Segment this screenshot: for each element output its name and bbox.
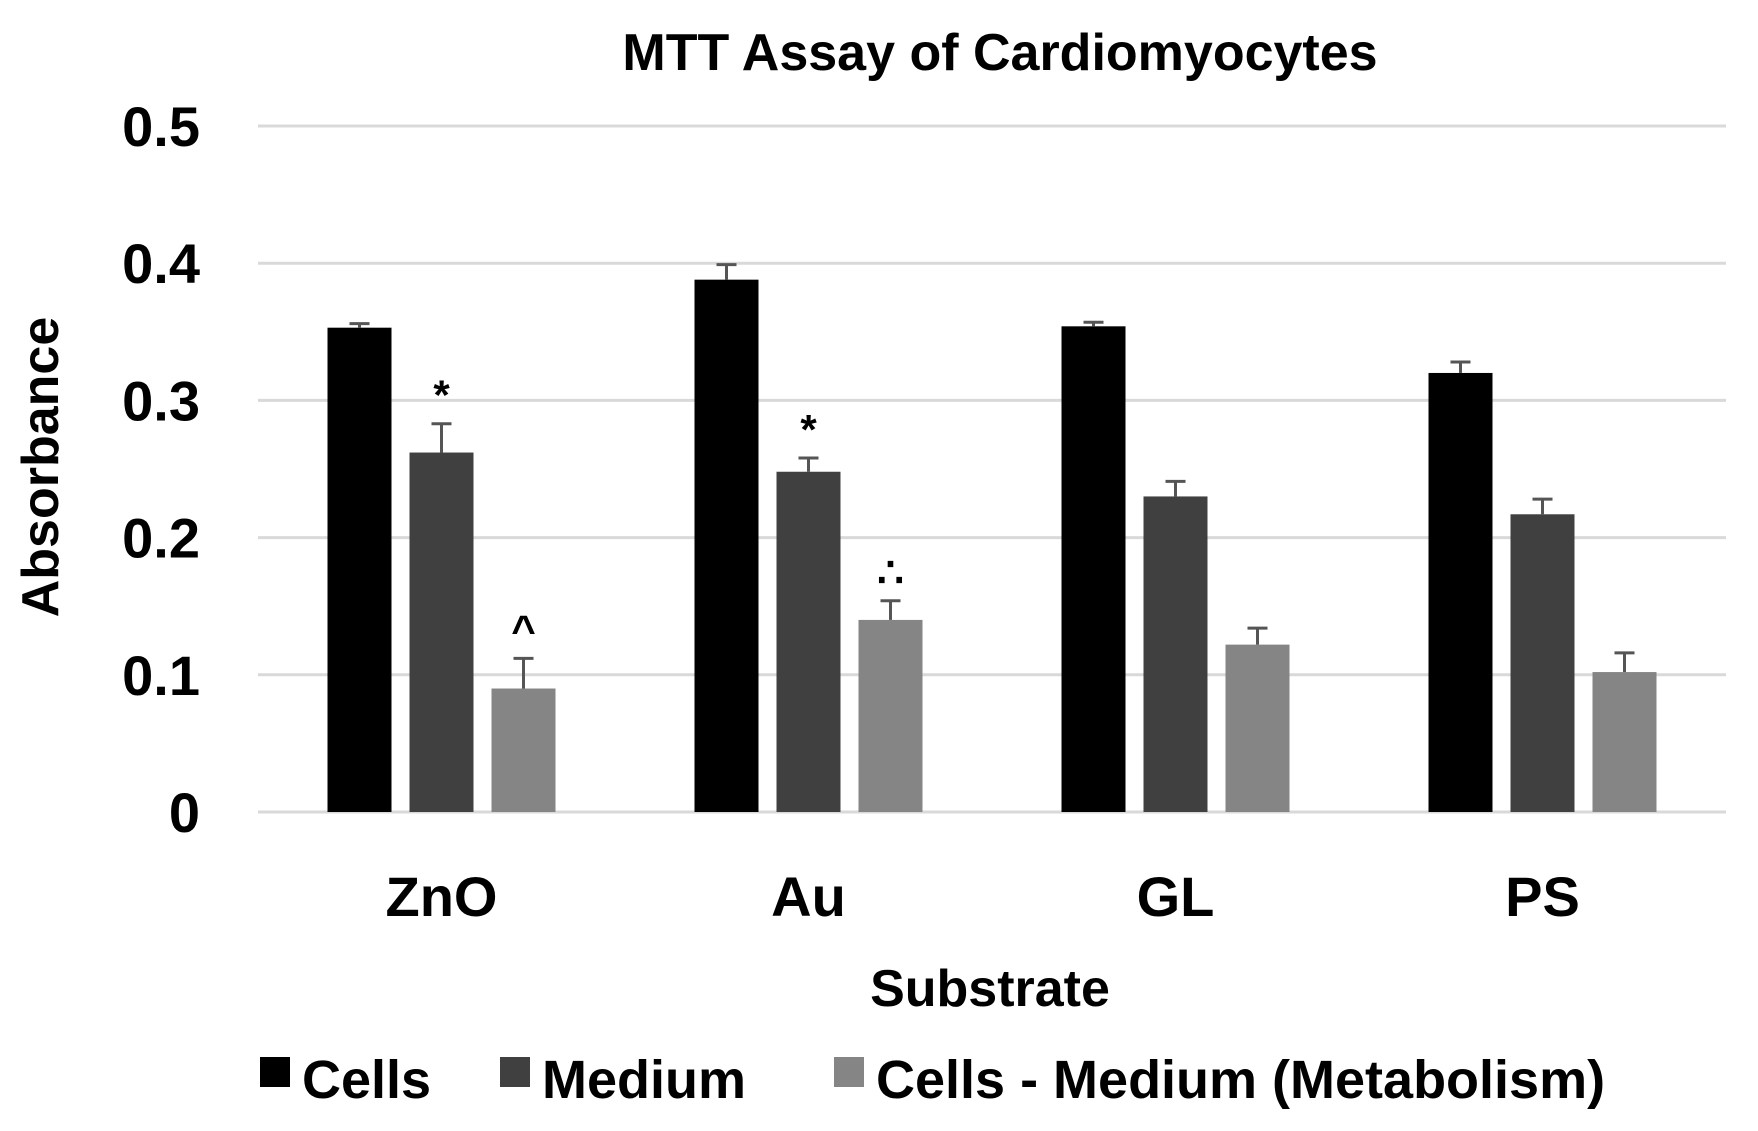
significance-marker: ^ bbox=[511, 606, 536, 653]
y-tick-label: 0.2 bbox=[122, 507, 200, 570]
legend-swatch bbox=[260, 1057, 290, 1087]
error-bars bbox=[349, 263, 1635, 689]
legend-swatch bbox=[834, 1057, 864, 1087]
bar-gl-1 bbox=[1143, 496, 1208, 812]
y-tick-label: 0.5 bbox=[122, 95, 200, 158]
y-tick-label: 0.4 bbox=[122, 232, 200, 295]
significance-marker: * bbox=[433, 372, 450, 419]
bar-ps-0 bbox=[1428, 372, 1493, 812]
x-category-label: Au bbox=[771, 865, 846, 928]
y-tick-label: 0.3 bbox=[122, 369, 200, 432]
bar-zno-0 bbox=[327, 327, 392, 812]
y-axis-ticks: 0 0.1 0.2 0.3 0.4 0.5 bbox=[122, 95, 200, 844]
bar-au-0 bbox=[694, 279, 759, 812]
legend: Cells Medium Cells - Medium (Metabolism) bbox=[260, 1050, 1605, 1110]
x-axis-title: Substrate bbox=[870, 960, 1110, 1018]
category-labels: ZnO Au GL PS bbox=[386, 865, 1580, 928]
bar-au-2 bbox=[858, 619, 923, 812]
x-category-label: PS bbox=[1505, 865, 1580, 928]
legend-label: Medium bbox=[542, 1050, 746, 1110]
x-category-label: GL bbox=[1137, 865, 1215, 928]
legend-label: Cells - Medium (Metabolism) bbox=[876, 1050, 1605, 1110]
bar-gl-0 bbox=[1061, 326, 1126, 812]
bar-ps-2 bbox=[1592, 672, 1657, 812]
bar-au-1 bbox=[776, 471, 841, 812]
legend-swatch bbox=[500, 1057, 530, 1087]
bar-zno-1 bbox=[409, 452, 474, 812]
y-axis-title: Absorbance bbox=[12, 317, 70, 618]
y-tick-label: 0 bbox=[169, 781, 200, 844]
chart-title: MTT Assay of Cardiomyocytes bbox=[622, 24, 1377, 82]
significance-marker: ∴ bbox=[877, 549, 904, 596]
annotations: * * ^ ∴ bbox=[433, 372, 904, 654]
bar-zno-2 bbox=[491, 688, 556, 812]
bar-gl-2 bbox=[1225, 644, 1290, 812]
legend-label: Cells bbox=[302, 1050, 431, 1110]
y-tick-label: 0.1 bbox=[122, 644, 200, 707]
x-category-label: ZnO bbox=[386, 865, 498, 928]
bar-ps-1 bbox=[1510, 514, 1575, 812]
gridlines bbox=[258, 124, 1726, 814]
significance-marker: * bbox=[800, 406, 817, 453]
bars bbox=[327, 279, 1657, 812]
